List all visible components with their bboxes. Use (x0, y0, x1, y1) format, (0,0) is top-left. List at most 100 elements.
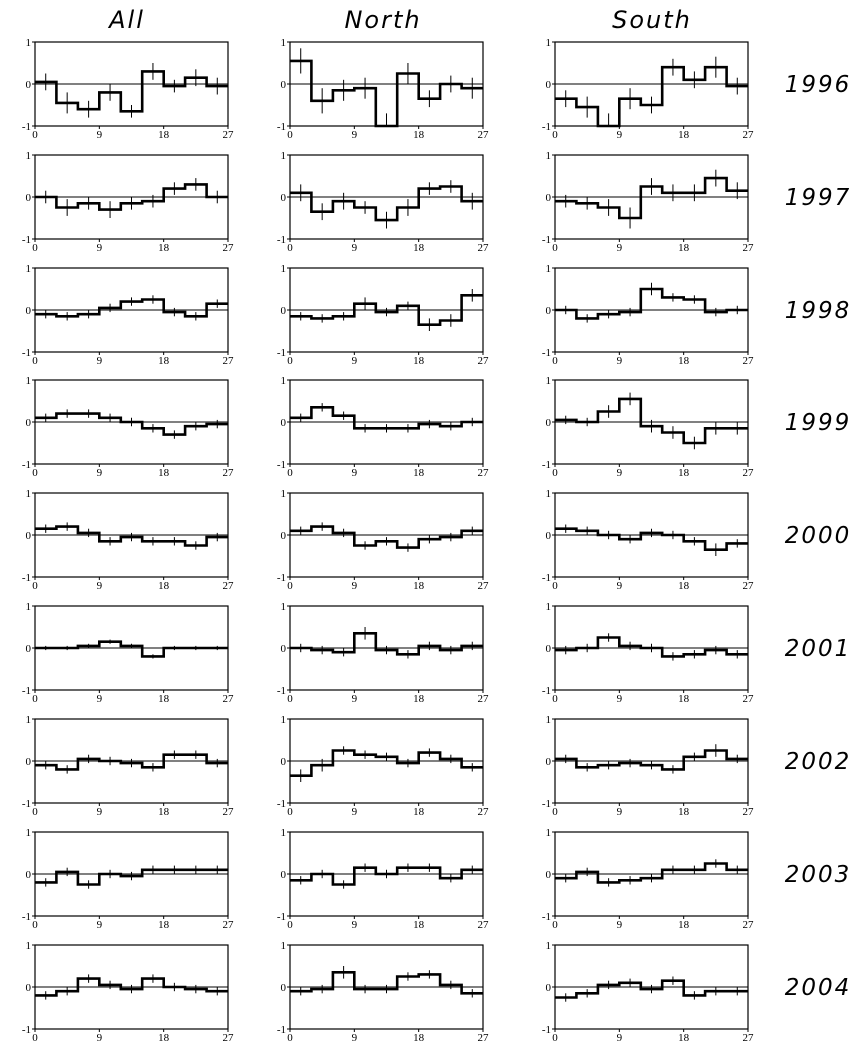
x-tick-label: 27 (743, 806, 755, 818)
x-tick-label: 0 (32, 919, 38, 931)
y-tick-label: 0 (26, 305, 32, 317)
x-tick-label: 27 (478, 919, 490, 931)
x-tick-label: 9 (352, 355, 358, 367)
x-tick-label: 27 (478, 242, 490, 254)
x-tick-label: 18 (413, 242, 425, 254)
step-series (35, 412, 228, 436)
x-tick-label: 9 (352, 1032, 358, 1044)
panel-all-2001: 10-10 9 18 27 (22, 601, 234, 705)
x-tick-label: 0 (287, 1032, 293, 1044)
x-tick-label: 18 (413, 919, 425, 931)
panel-south-1999: 10-10 9 18 27 (542, 375, 754, 479)
x-tick-label: 0 (552, 355, 558, 367)
x-tick-label: 18 (678, 129, 690, 141)
y-tick-label: 0 (281, 756, 287, 768)
x-tick-label: 9 (97, 242, 103, 254)
x-tick-label: 9 (352, 467, 358, 479)
row-label-2004: 2004 (785, 975, 852, 1001)
y-tick-label: 0 (281, 869, 287, 881)
step-series (555, 176, 748, 220)
y-tick-label: 1 (26, 488, 32, 500)
y-tick-label: 1 (281, 375, 287, 387)
x-tick-label: 18 (413, 129, 425, 141)
panel-all-1997: 10-10 9 18 27 (22, 150, 234, 254)
x-tick-label: 9 (617, 1032, 623, 1044)
y-tick-label: 1 (546, 375, 552, 387)
x-tick-label: 9 (617, 693, 623, 705)
y-tick-label: 0 (281, 417, 287, 429)
x-tick-label: 27 (223, 242, 235, 254)
x-tick-label: 27 (223, 919, 235, 931)
x-tick-label: 9 (617, 242, 623, 254)
y-tick-label: -1 (542, 234, 551, 246)
x-tick-label: 9 (617, 467, 623, 479)
y-tick-label: 1 (281, 150, 287, 162)
x-tick-label: 9 (97, 693, 103, 705)
x-tick-label: 9 (97, 355, 103, 367)
x-tick-label: 0 (287, 806, 293, 818)
x-tick-label: 0 (287, 693, 293, 705)
y-tick-label: 1 (546, 940, 552, 952)
x-tick-label: 0 (32, 806, 38, 818)
y-tick-label: 0 (26, 982, 32, 994)
x-tick-label: 27 (478, 693, 490, 705)
x-tick-label: 18 (678, 242, 690, 254)
y-tick-label: 1 (26, 37, 32, 49)
x-tick-label: 27 (743, 1032, 755, 1044)
x-tick-label: 0 (287, 467, 293, 479)
panel-north-1999: 10-10 9 18 27 (277, 375, 489, 479)
x-tick-label: 18 (678, 693, 690, 705)
x-tick-label: 27 (223, 355, 235, 367)
y-tick-label: 0 (546, 305, 552, 317)
x-tick-label: 18 (678, 1032, 690, 1044)
x-tick-label: 27 (743, 355, 755, 367)
x-tick-label: 9 (617, 129, 623, 141)
y-tick-label: 0 (546, 530, 552, 542)
panel-south-1998: 10-10 9 18 27 (542, 263, 754, 367)
x-tick-label: 0 (32, 580, 38, 592)
x-tick-label: 27 (743, 467, 755, 479)
y-tick-label: 0 (546, 192, 552, 204)
y-tick-label: -1 (542, 911, 551, 923)
y-tick-label: -1 (277, 685, 286, 697)
y-tick-label: 1 (26, 714, 32, 726)
panel-north-1997: 10-10 9 18 27 (277, 150, 489, 254)
y-tick-label: 1 (26, 375, 32, 387)
y-tick-label: -1 (22, 572, 31, 584)
row-label-1996: 1996 (785, 72, 852, 98)
column-title-north: North (344, 6, 421, 34)
x-tick-label: 18 (413, 693, 425, 705)
x-tick-label: 9 (97, 806, 103, 818)
panel-south-1997: 10-10 9 18 27 (542, 150, 754, 254)
row-label-2002: 2002 (785, 749, 852, 775)
y-tick-label: -1 (22, 685, 31, 697)
x-tick-label: 0 (32, 129, 38, 141)
x-tick-label: 18 (158, 806, 170, 818)
x-tick-label: 27 (743, 919, 755, 931)
step-series (290, 971, 483, 995)
x-tick-label: 0 (552, 693, 558, 705)
panel-south-2001: 10-10 9 18 27 (542, 601, 754, 705)
x-tick-label: 27 (223, 806, 235, 818)
y-tick-label: 0 (26, 756, 32, 768)
y-tick-label: 0 (546, 643, 552, 655)
x-tick-label: 9 (97, 129, 103, 141)
x-tick-label: 18 (678, 467, 690, 479)
panel-all-1999: 10-10 9 18 27 (22, 375, 234, 479)
column-title-south: South (612, 6, 692, 34)
row-label-2000: 2000 (785, 523, 852, 549)
x-tick-label: 18 (678, 355, 690, 367)
panel-north-1998: 10-10 9 18 27 (277, 263, 489, 367)
x-tick-label: 9 (352, 919, 358, 931)
panel-south-2000: 10-10 9 18 27 (542, 488, 754, 592)
y-tick-label: 1 (546, 714, 552, 726)
x-tick-label: 27 (478, 355, 490, 367)
x-tick-label: 0 (287, 129, 293, 141)
x-tick-label: 27 (743, 580, 755, 592)
y-tick-label: -1 (542, 459, 551, 471)
y-tick-label: 0 (546, 417, 552, 429)
y-tick-label: 0 (546, 869, 552, 881)
row-label-2003: 2003 (785, 862, 852, 888)
y-tick-label: 0 (281, 79, 287, 91)
